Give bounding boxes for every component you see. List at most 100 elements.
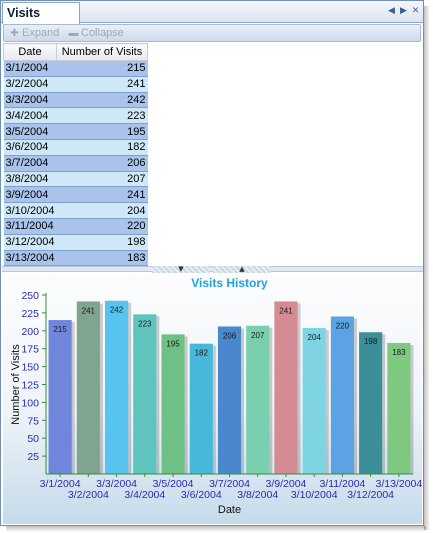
cell-visits[interactable]: 220 [56, 218, 148, 235]
x-tick-label: 3/11/2004 [319, 478, 365, 490]
data-label: 220 [336, 321, 350, 330]
table-row[interactable]: 3/9/2004 241 [3, 186, 148, 204]
bar [330, 316, 354, 474]
chart-title: Visits History [191, 276, 268, 290]
table-row[interactable]: 3/13/2004 183 [3, 250, 148, 267]
table-row[interactable]: 3/2/2004 241 [3, 76, 148, 93]
data-label: 183 [392, 348, 406, 357]
data-label: 195 [166, 339, 180, 348]
cell-visits[interactable]: 206 [56, 155, 148, 172]
collapse-up-icon[interactable]: ▲ [213, 266, 271, 273]
cell-date[interactable]: 3/2/2004 [3, 76, 57, 93]
splitter-bar[interactable]: ▼ ▲ [2, 266, 423, 273]
cell-date[interactable]: 3/13/2004 [3, 250, 57, 267]
table-row[interactable]: 3/5/2004 195 [3, 123, 148, 140]
cell-visits[interactable]: 207 [56, 171, 148, 188]
cell-date[interactable]: 3/4/2004 [3, 107, 57, 125]
bar [105, 300, 129, 474]
table-row[interactable]: 3/3/2004 242 [3, 92, 148, 109]
table-row[interactable]: 3/10/2004 204 [3, 202, 148, 219]
table-row[interactable]: 3/11/2004 220 [3, 218, 148, 235]
y-tick-label: 25 [27, 451, 39, 463]
cell-date[interactable]: 3/9/2004 [3, 186, 57, 204]
data-label: 182 [195, 349, 209, 358]
y-tick-label: 125 [21, 380, 39, 392]
visits-bar-chart: Visits History 215 241 242 223 195 182 206 207 24… [10, 276, 422, 516]
cell-visits[interactable]: 183 [56, 250, 148, 267]
x-tick-label: 3/4/2004 [124, 489, 165, 501]
x-tick-label: 3/13/2004 [376, 478, 422, 490]
close-icon[interactable]: ✕ [411, 6, 420, 16]
table-row[interactable]: 3/12/2004 198 [3, 234, 148, 251]
cell-date[interactable]: 3/7/2004 [3, 155, 57, 172]
y-tick-label: 100 [21, 397, 39, 409]
cell-date[interactable]: 3/5/2004 [3, 123, 57, 140]
cell-visits[interactable]: 241 [56, 186, 148, 204]
x-tick-label: 3/6/2004 [181, 489, 222, 501]
x-tick-label: 3/5/2004 [153, 478, 194, 490]
column-header-date[interactable]: Date [3, 43, 57, 61]
y-axis-label: Number of Visits [10, 344, 22, 425]
cell-date[interactable]: 3/8/2004 [3, 171, 57, 188]
expand-icon: ✚ [10, 28, 19, 39]
x-tick-label: 3/1/2004 [40, 478, 81, 490]
cell-date[interactable]: 3/11/2004 [3, 218, 57, 235]
data-label: 215 [53, 325, 67, 334]
tab-controls: ◀ ▶ ✕ [387, 5, 420, 17]
cell-date[interactable]: 3/3/2004 [3, 92, 57, 109]
cell-visits[interactable]: 195 [56, 123, 148, 140]
y-tick-label: 225 [21, 308, 39, 320]
y-tick-label: 75 [27, 415, 39, 427]
column-header-visits[interactable]: Number of Visits [55, 43, 149, 61]
cell-visits[interactable]: 198 [56, 234, 148, 251]
bar [48, 320, 72, 474]
collapse-down-icon[interactable]: ▼ [152, 266, 210, 273]
scroll-right-icon[interactable]: ▶ [400, 6, 407, 16]
cell-visits[interactable]: 182 [56, 139, 148, 156]
data-label: 241 [279, 306, 293, 315]
y-tick-label: 175 [21, 344, 39, 356]
bar [246, 325, 270, 474]
cell-visits[interactable]: 242 [56, 92, 148, 109]
bar [189, 343, 213, 474]
tab-visits-history[interactable]: Visits History [2, 2, 80, 40]
y-tick-label: 50 [27, 433, 39, 445]
y-tick-label: 250 [21, 290, 39, 302]
collapse-icon: ▬ [68, 28, 79, 39]
x-tick-label: 3/2/2004 [68, 489, 109, 501]
visits-grid: Date Number of Visits 3/1/2004 215 3/2/200… [3, 43, 149, 267]
cell-date[interactable]: 3/1/2004 [3, 60, 57, 77]
table-row[interactable]: 3/4/2004 223 [3, 107, 148, 125]
data-label: 223 [138, 319, 152, 328]
grid-body: 3/1/2004 215 3/2/2004 241 3/3/2004 242 3/4/200… [3, 60, 148, 267]
data-label: 206 [223, 332, 237, 341]
grid-header-row: Date Number of Visits [3, 43, 149, 61]
cell-visits[interactable]: 241 [56, 76, 148, 93]
bar [217, 326, 242, 474]
expand-button[interactable]: ✚ Expand [9, 26, 59, 41]
data-label: 242 [110, 306, 124, 315]
cell-visits[interactable]: 223 [56, 107, 148, 125]
table-row[interactable]: 3/8/2004 207 [3, 171, 148, 188]
bar [274, 301, 298, 474]
collapse-label: Collapse [81, 27, 124, 39]
cell-date[interactable]: 3/10/2004 [3, 202, 57, 219]
scroll-left-icon[interactable]: ◀ [388, 6, 395, 16]
cell-visits[interactable]: 215 [56, 60, 148, 77]
x-tick-label: 3/10/2004 [291, 489, 338, 501]
x-tick-label: 3/3/2004 [96, 478, 137, 490]
x-tick-label: 3/9/2004 [266, 478, 307, 490]
cell-visits[interactable]: 204 [56, 202, 148, 219]
bar [387, 342, 411, 474]
data-label: 241 [82, 306, 96, 315]
table-row[interactable]: 3/1/2004 215 [3, 60, 148, 77]
cell-date[interactable]: 3/12/2004 [3, 234, 57, 251]
data-label: 207 [251, 331, 265, 340]
table-row[interactable]: 3/7/2004 206 [3, 155, 148, 172]
cell-date[interactable]: 3/6/2004 [3, 139, 57, 156]
collapse-button[interactable]: ▬ Collapse [68, 26, 124, 41]
bar [161, 334, 185, 474]
x-axis-label: Date [218, 504, 241, 516]
x-tick-label: 3/7/2004 [209, 478, 250, 490]
table-row[interactable]: 3/6/2004 182 [3, 139, 148, 156]
